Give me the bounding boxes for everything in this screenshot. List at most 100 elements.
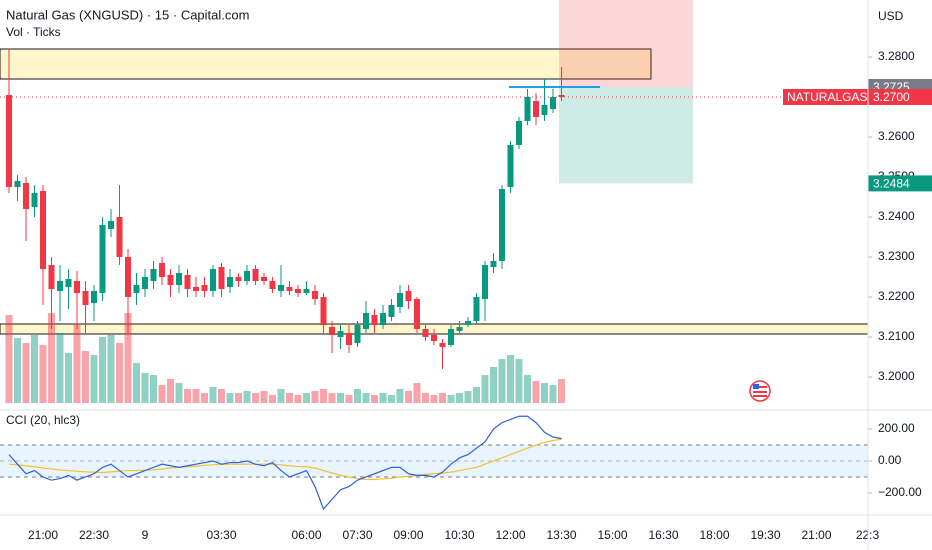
candle-body: [431, 335, 437, 341]
volume-bar: [73, 325, 81, 403]
volume-bar: [141, 373, 149, 403]
volume-bar: [167, 379, 174, 403]
candle-body: [82, 291, 89, 305]
y-tick-label: 3.2400: [878, 209, 915, 223]
volume-bar: [388, 395, 395, 403]
candle-body: [329, 327, 335, 335]
volume-bar: [133, 363, 140, 403]
volume-bar: [5, 315, 13, 403]
volume-bar: [22, 343, 30, 403]
candle-body: [184, 275, 191, 289]
currency: USD: [878, 9, 904, 23]
volume-bar: [328, 393, 336, 403]
x-tick-label: 22:30: [79, 528, 109, 542]
volume-bar: [405, 391, 412, 403]
volume-bar: [39, 345, 47, 403]
volume-bar: [379, 393, 387, 403]
x-tick-label: 21:00: [801, 528, 831, 542]
volume-bar: [439, 393, 446, 403]
volume-bar: [235, 393, 242, 403]
candle-body: [14, 181, 21, 187]
candle-body: [74, 281, 80, 293]
volume-bar: [175, 383, 183, 403]
labels: 3.28003.26003.25003.24003.23003.22003.21…: [28, 49, 932, 542]
volume-bar: [515, 359, 523, 403]
candle-body: [490, 261, 497, 267]
candle-body: [286, 287, 293, 291]
volume-bar: [286, 393, 293, 403]
candle-body: [40, 191, 46, 269]
volume-bar: [456, 393, 463, 403]
candle-body: [363, 313, 369, 329]
candle-body: [167, 275, 174, 285]
volume-bar: [124, 313, 132, 403]
price-tag: [868, 175, 932, 192]
volume-bar: [464, 391, 472, 403]
target-area: [559, 87, 693, 184]
x-tick-label: 21:00: [28, 528, 58, 542]
candle-body: [312, 291, 318, 299]
price-tag: [868, 89, 932, 105]
volume-bar: [31, 335, 38, 403]
volume-bar: [345, 395, 353, 403]
candle-body: [482, 265, 488, 299]
candle-body: [448, 329, 454, 345]
x-tick-label: 19:30: [750, 528, 780, 542]
volume-bar: [14, 338, 21, 403]
volume-bar: [430, 395, 438, 403]
candle-body: [65, 279, 72, 287]
candle-body: [278, 285, 284, 291]
symbol-tag-label: NATURALGAS: [787, 90, 867, 104]
candle-body: [99, 225, 106, 293]
volume-bar: [192, 389, 200, 403]
volume-bar: [218, 389, 225, 403]
flag-icon: [749, 380, 771, 402]
volume-bar: [184, 389, 191, 403]
volume-bar: [260, 391, 268, 403]
candle-body: [371, 315, 378, 325]
x-tick-label: 15:00: [597, 528, 627, 542]
volume-bar: [90, 355, 98, 403]
x-tick-label: 07:30: [342, 528, 372, 542]
volume-bar: [158, 385, 166, 403]
volume-bar: [116, 343, 123, 403]
volume-bar: [396, 389, 404, 403]
volume-bar: [201, 393, 208, 403]
candle-body: [533, 101, 539, 117]
volume-bar: [524, 375, 531, 403]
candle-body: [320, 297, 327, 325]
x-tick-label: 09:00: [393, 528, 423, 542]
candle-body: [550, 97, 556, 109]
cci-title: CCI (20, hlc3): [6, 413, 80, 427]
volume-bar: [269, 395, 276, 403]
volume-bar: [532, 381, 540, 403]
volume-bar: [507, 355, 514, 403]
volume-bar: [107, 335, 115, 403]
volume-bar: [303, 393, 310, 403]
candle-body: [414, 299, 420, 329]
volume-bar: [447, 395, 455, 403]
volume-bar: [82, 351, 89, 403]
candle-body: [201, 285, 208, 291]
volume-bar: [277, 389, 285, 403]
volume-bar: [226, 393, 234, 403]
candle-body: [456, 327, 463, 331]
candle-body: [108, 221, 114, 229]
volume-bar: [243, 391, 251, 403]
x-tick-label: 18:00: [699, 528, 729, 542]
volume-bar: [150, 375, 157, 403]
y-tick-label: 3.2100: [878, 329, 915, 343]
candle-body: [159, 263, 165, 277]
candle-body: [6, 95, 12, 187]
candle-body: [388, 305, 395, 317]
volume-bar: [354, 389, 361, 403]
candle-body: [91, 291, 97, 303]
candle-body: [541, 105, 548, 115]
volume-bar: [541, 383, 548, 403]
candle-body: [235, 277, 242, 281]
candle-body: [397, 293, 403, 307]
candle-body: [295, 289, 301, 293]
cci-ma-line: [8, 438, 562, 481]
candle-body: [142, 277, 148, 289]
zone: [0, 48, 652, 80]
